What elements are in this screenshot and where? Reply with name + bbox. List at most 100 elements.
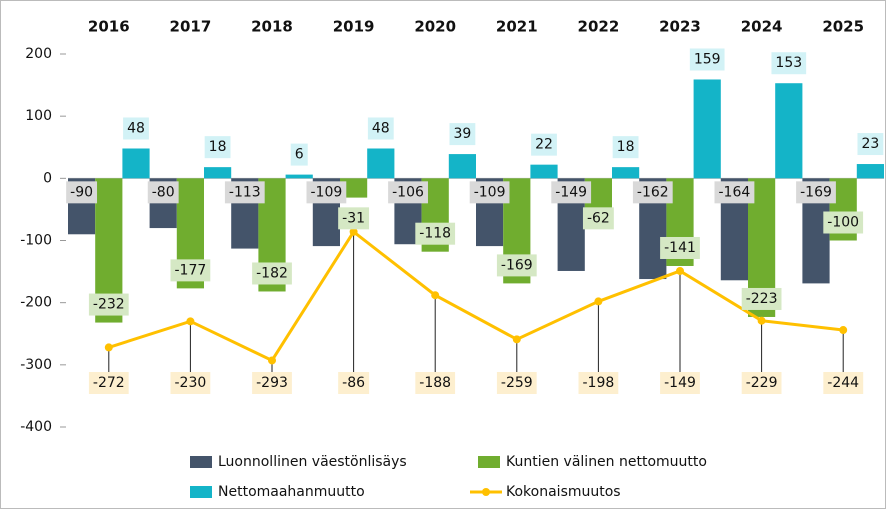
line-point <box>268 356 276 365</box>
x-tick-label: 2021 <box>496 18 538 36</box>
bar <box>448 154 476 179</box>
data-label: -113 <box>229 184 261 200</box>
data-label-bg <box>714 181 755 204</box>
data-label: -182 <box>256 265 288 281</box>
data-label: -80 <box>152 184 175 200</box>
bar <box>775 83 803 179</box>
data-label-bg <box>823 211 864 234</box>
data-label: -259 <box>501 375 533 391</box>
data-label: -223 <box>746 291 778 307</box>
data-label-bg <box>123 117 149 140</box>
bar <box>856 164 884 179</box>
bar <box>340 178 368 198</box>
line-point <box>594 297 603 306</box>
data-label: -232 <box>93 297 125 313</box>
data-label-bg <box>306 181 347 204</box>
line-point <box>757 316 766 325</box>
legend-label: Nettomaahanmuutto <box>218 484 365 500</box>
y-tick-label: 0 <box>43 170 52 186</box>
data-label: 48 <box>372 120 390 136</box>
line-point <box>104 343 113 352</box>
data-label-bg <box>252 262 292 285</box>
data-label: -62 <box>587 210 610 226</box>
data-label: 159 <box>694 51 721 67</box>
x-tick-label: 2018 <box>251 18 293 36</box>
x-tick-label: 2022 <box>578 18 620 36</box>
data-label-bg <box>771 52 807 75</box>
data-label: -188 <box>419 375 451 391</box>
y-tick-label: -100 <box>20 233 52 249</box>
data-label-bg <box>496 372 537 394</box>
data-label-bg <box>204 136 231 159</box>
data-label-bg <box>290 143 308 166</box>
data-label-bg <box>612 136 639 159</box>
line-point <box>186 317 195 326</box>
data-label: 153 <box>775 55 802 71</box>
data-label: 23 <box>861 136 879 152</box>
bar <box>530 164 558 179</box>
x-tick-label: 2020 <box>414 18 456 36</box>
data-label: -293 <box>256 375 288 391</box>
data-label-bg <box>88 293 129 316</box>
data-label-bg <box>660 372 700 394</box>
line-point <box>839 326 848 335</box>
data-label-bg <box>367 117 394 140</box>
y-tick-label: 100 <box>25 108 52 124</box>
data-label-bg <box>88 372 129 394</box>
bar <box>285 174 313 179</box>
data-label-bg <box>531 133 557 156</box>
data-label: -118 <box>419 226 451 242</box>
data-label: 39 <box>453 126 471 142</box>
data-label: -90 <box>70 184 93 200</box>
y-tick-label: -200 <box>20 295 52 311</box>
data-label: -230 <box>175 375 207 391</box>
data-label: -86 <box>342 375 365 391</box>
data-label: -100 <box>827 215 859 231</box>
data-label-bg <box>741 372 782 394</box>
legend-swatch <box>190 456 212 468</box>
data-label-bg <box>147 181 179 204</box>
data-label-bg <box>415 222 456 245</box>
data-label: 6 <box>295 147 304 163</box>
legend-label: Luonnollinen väestönlisäys <box>218 454 407 470</box>
data-label: -149 <box>555 184 587 200</box>
data-label: -164 <box>719 184 751 200</box>
data-label-bg <box>689 48 725 71</box>
data-label-bg <box>170 259 211 282</box>
data-label: -272 <box>93 375 125 391</box>
line-point <box>431 291 440 300</box>
data-label-bg <box>632 181 673 204</box>
bar <box>204 167 232 179</box>
data-label-bg <box>823 372 864 394</box>
bar <box>367 148 395 179</box>
legend-swatch <box>190 486 212 498</box>
data-label: -149 <box>664 375 696 391</box>
data-label-bg <box>66 181 98 204</box>
data-label-bg <box>388 181 428 204</box>
data-label: 48 <box>127 120 145 136</box>
data-label: 18 <box>209 139 227 155</box>
x-tick-label: 2017 <box>170 18 212 36</box>
data-label: -31 <box>342 210 365 226</box>
line-point <box>512 335 521 344</box>
data-label-bg <box>415 372 456 394</box>
x-tick-label: 2016 <box>88 18 130 36</box>
x-tick-label: 2023 <box>659 18 701 36</box>
x-tick-label: 2024 <box>741 18 783 36</box>
data-label: -141 <box>664 240 696 256</box>
legend-label: Kuntien välinen nettomuutto <box>506 454 707 470</box>
data-label-bg <box>338 372 370 394</box>
line-point <box>676 266 684 275</box>
data-label-bg <box>338 207 370 230</box>
legend-label: Kokonaismuutos <box>506 484 621 500</box>
data-label-bg <box>857 133 884 156</box>
data-label-bg <box>224 181 265 204</box>
y-tick-label: -300 <box>20 357 52 373</box>
data-label: -177 <box>175 262 207 278</box>
x-tick-label: 2025 <box>822 18 864 36</box>
data-label-bg <box>469 181 510 204</box>
data-label-bg <box>582 207 614 230</box>
data-label-bg <box>252 372 292 394</box>
data-label: -244 <box>827 375 859 391</box>
